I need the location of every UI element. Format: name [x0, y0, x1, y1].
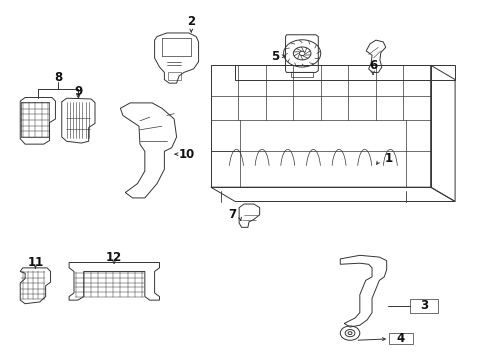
Bar	[292, 72, 314, 77]
Text: 7: 7	[229, 208, 237, 221]
Text: 5: 5	[271, 50, 279, 63]
Text: 10: 10	[178, 148, 195, 161]
Text: 9: 9	[74, 85, 82, 98]
Text: 2: 2	[187, 15, 196, 28]
Bar	[389, 333, 413, 344]
Text: 8: 8	[54, 71, 62, 84]
Text: 1: 1	[385, 152, 393, 165]
Bar	[168, 72, 180, 80]
Text: 6: 6	[369, 59, 377, 72]
Text: 4: 4	[397, 332, 405, 345]
Bar	[410, 299, 439, 313]
Text: 12: 12	[106, 251, 122, 264]
Text: 11: 11	[27, 256, 44, 269]
Text: 3: 3	[420, 300, 428, 312]
